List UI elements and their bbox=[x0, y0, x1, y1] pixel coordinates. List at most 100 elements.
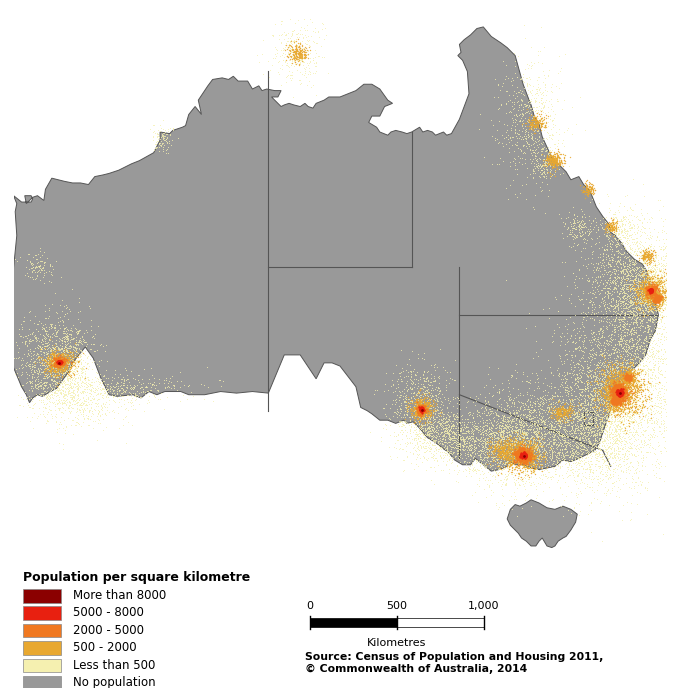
Point bbox=[56, 361, 67, 372]
Point bbox=[655, 292, 666, 303]
Point bbox=[58, 346, 69, 357]
Point bbox=[567, 400, 578, 411]
Point bbox=[411, 407, 422, 418]
Point bbox=[629, 393, 640, 404]
Point bbox=[647, 372, 658, 383]
Point bbox=[663, 270, 674, 281]
Point bbox=[632, 402, 643, 413]
Point bbox=[636, 457, 647, 468]
Point bbox=[515, 458, 526, 469]
Point bbox=[614, 415, 625, 426]
Point bbox=[518, 463, 529, 474]
Point bbox=[283, 47, 294, 58]
Point bbox=[647, 344, 658, 355]
Point bbox=[407, 447, 418, 458]
Point bbox=[593, 336, 604, 347]
Point bbox=[558, 434, 568, 445]
Point bbox=[500, 423, 511, 434]
Point bbox=[624, 369, 634, 380]
Point bbox=[609, 451, 620, 462]
Point bbox=[93, 400, 104, 411]
Point bbox=[645, 365, 656, 376]
Point bbox=[588, 434, 599, 445]
Point bbox=[506, 139, 517, 150]
Point bbox=[634, 282, 645, 293]
Point bbox=[40, 363, 51, 374]
Point bbox=[654, 336, 665, 347]
Point bbox=[528, 460, 539, 471]
Point bbox=[521, 449, 532, 460]
Point bbox=[600, 449, 611, 460]
Point bbox=[415, 402, 426, 413]
Point bbox=[617, 398, 628, 409]
Point bbox=[291, 51, 302, 62]
Point bbox=[568, 409, 579, 420]
Point bbox=[649, 335, 660, 346]
Point bbox=[622, 367, 633, 378]
Point bbox=[78, 405, 88, 416]
Point bbox=[82, 403, 92, 414]
Point bbox=[613, 400, 624, 411]
Point bbox=[498, 453, 509, 464]
Point bbox=[497, 448, 508, 459]
Point bbox=[554, 149, 564, 160]
Point bbox=[534, 453, 545, 464]
Point bbox=[477, 466, 488, 477]
Point bbox=[430, 405, 441, 416]
Point bbox=[606, 442, 617, 453]
Point bbox=[479, 447, 490, 458]
Text: No population: No population bbox=[73, 676, 156, 688]
Point bbox=[633, 376, 644, 387]
Point bbox=[483, 442, 494, 453]
Point bbox=[654, 290, 665, 301]
Point bbox=[513, 458, 524, 469]
Point bbox=[608, 372, 619, 383]
Point bbox=[629, 388, 640, 399]
Point bbox=[629, 354, 640, 365]
Point bbox=[641, 385, 652, 396]
Point bbox=[624, 411, 635, 422]
Point bbox=[602, 411, 613, 422]
Point bbox=[532, 118, 543, 129]
Point bbox=[613, 395, 624, 406]
Point bbox=[471, 420, 482, 431]
Point bbox=[530, 473, 541, 484]
Point bbox=[536, 427, 547, 438]
Point bbox=[452, 398, 463, 409]
Point bbox=[532, 433, 543, 444]
Point bbox=[663, 380, 674, 391]
Point bbox=[641, 292, 651, 303]
Point bbox=[609, 269, 620, 280]
Point bbox=[586, 353, 597, 364]
Point bbox=[519, 448, 530, 459]
Point bbox=[568, 365, 579, 376]
Point bbox=[608, 305, 619, 316]
Point bbox=[605, 385, 616, 396]
Point bbox=[520, 450, 531, 461]
Point bbox=[307, 55, 318, 66]
Point bbox=[417, 406, 428, 417]
Point bbox=[629, 290, 640, 301]
Point bbox=[510, 453, 521, 464]
Point bbox=[645, 265, 656, 276]
Point bbox=[522, 446, 533, 457]
Point bbox=[603, 222, 614, 233]
Point bbox=[515, 74, 526, 85]
Point bbox=[615, 285, 626, 296]
Point bbox=[591, 429, 602, 440]
Point bbox=[622, 239, 632, 250]
Point bbox=[646, 302, 657, 313]
Point bbox=[656, 286, 667, 297]
Point bbox=[653, 291, 664, 302]
Point bbox=[54, 357, 65, 368]
Point bbox=[449, 464, 460, 475]
Point bbox=[584, 448, 595, 459]
Point bbox=[583, 421, 594, 432]
Point bbox=[424, 422, 435, 433]
Point bbox=[126, 396, 137, 407]
Point bbox=[524, 453, 534, 464]
Point bbox=[494, 419, 505, 430]
Point bbox=[38, 390, 49, 401]
Point bbox=[641, 259, 651, 270]
Point bbox=[525, 444, 536, 455]
